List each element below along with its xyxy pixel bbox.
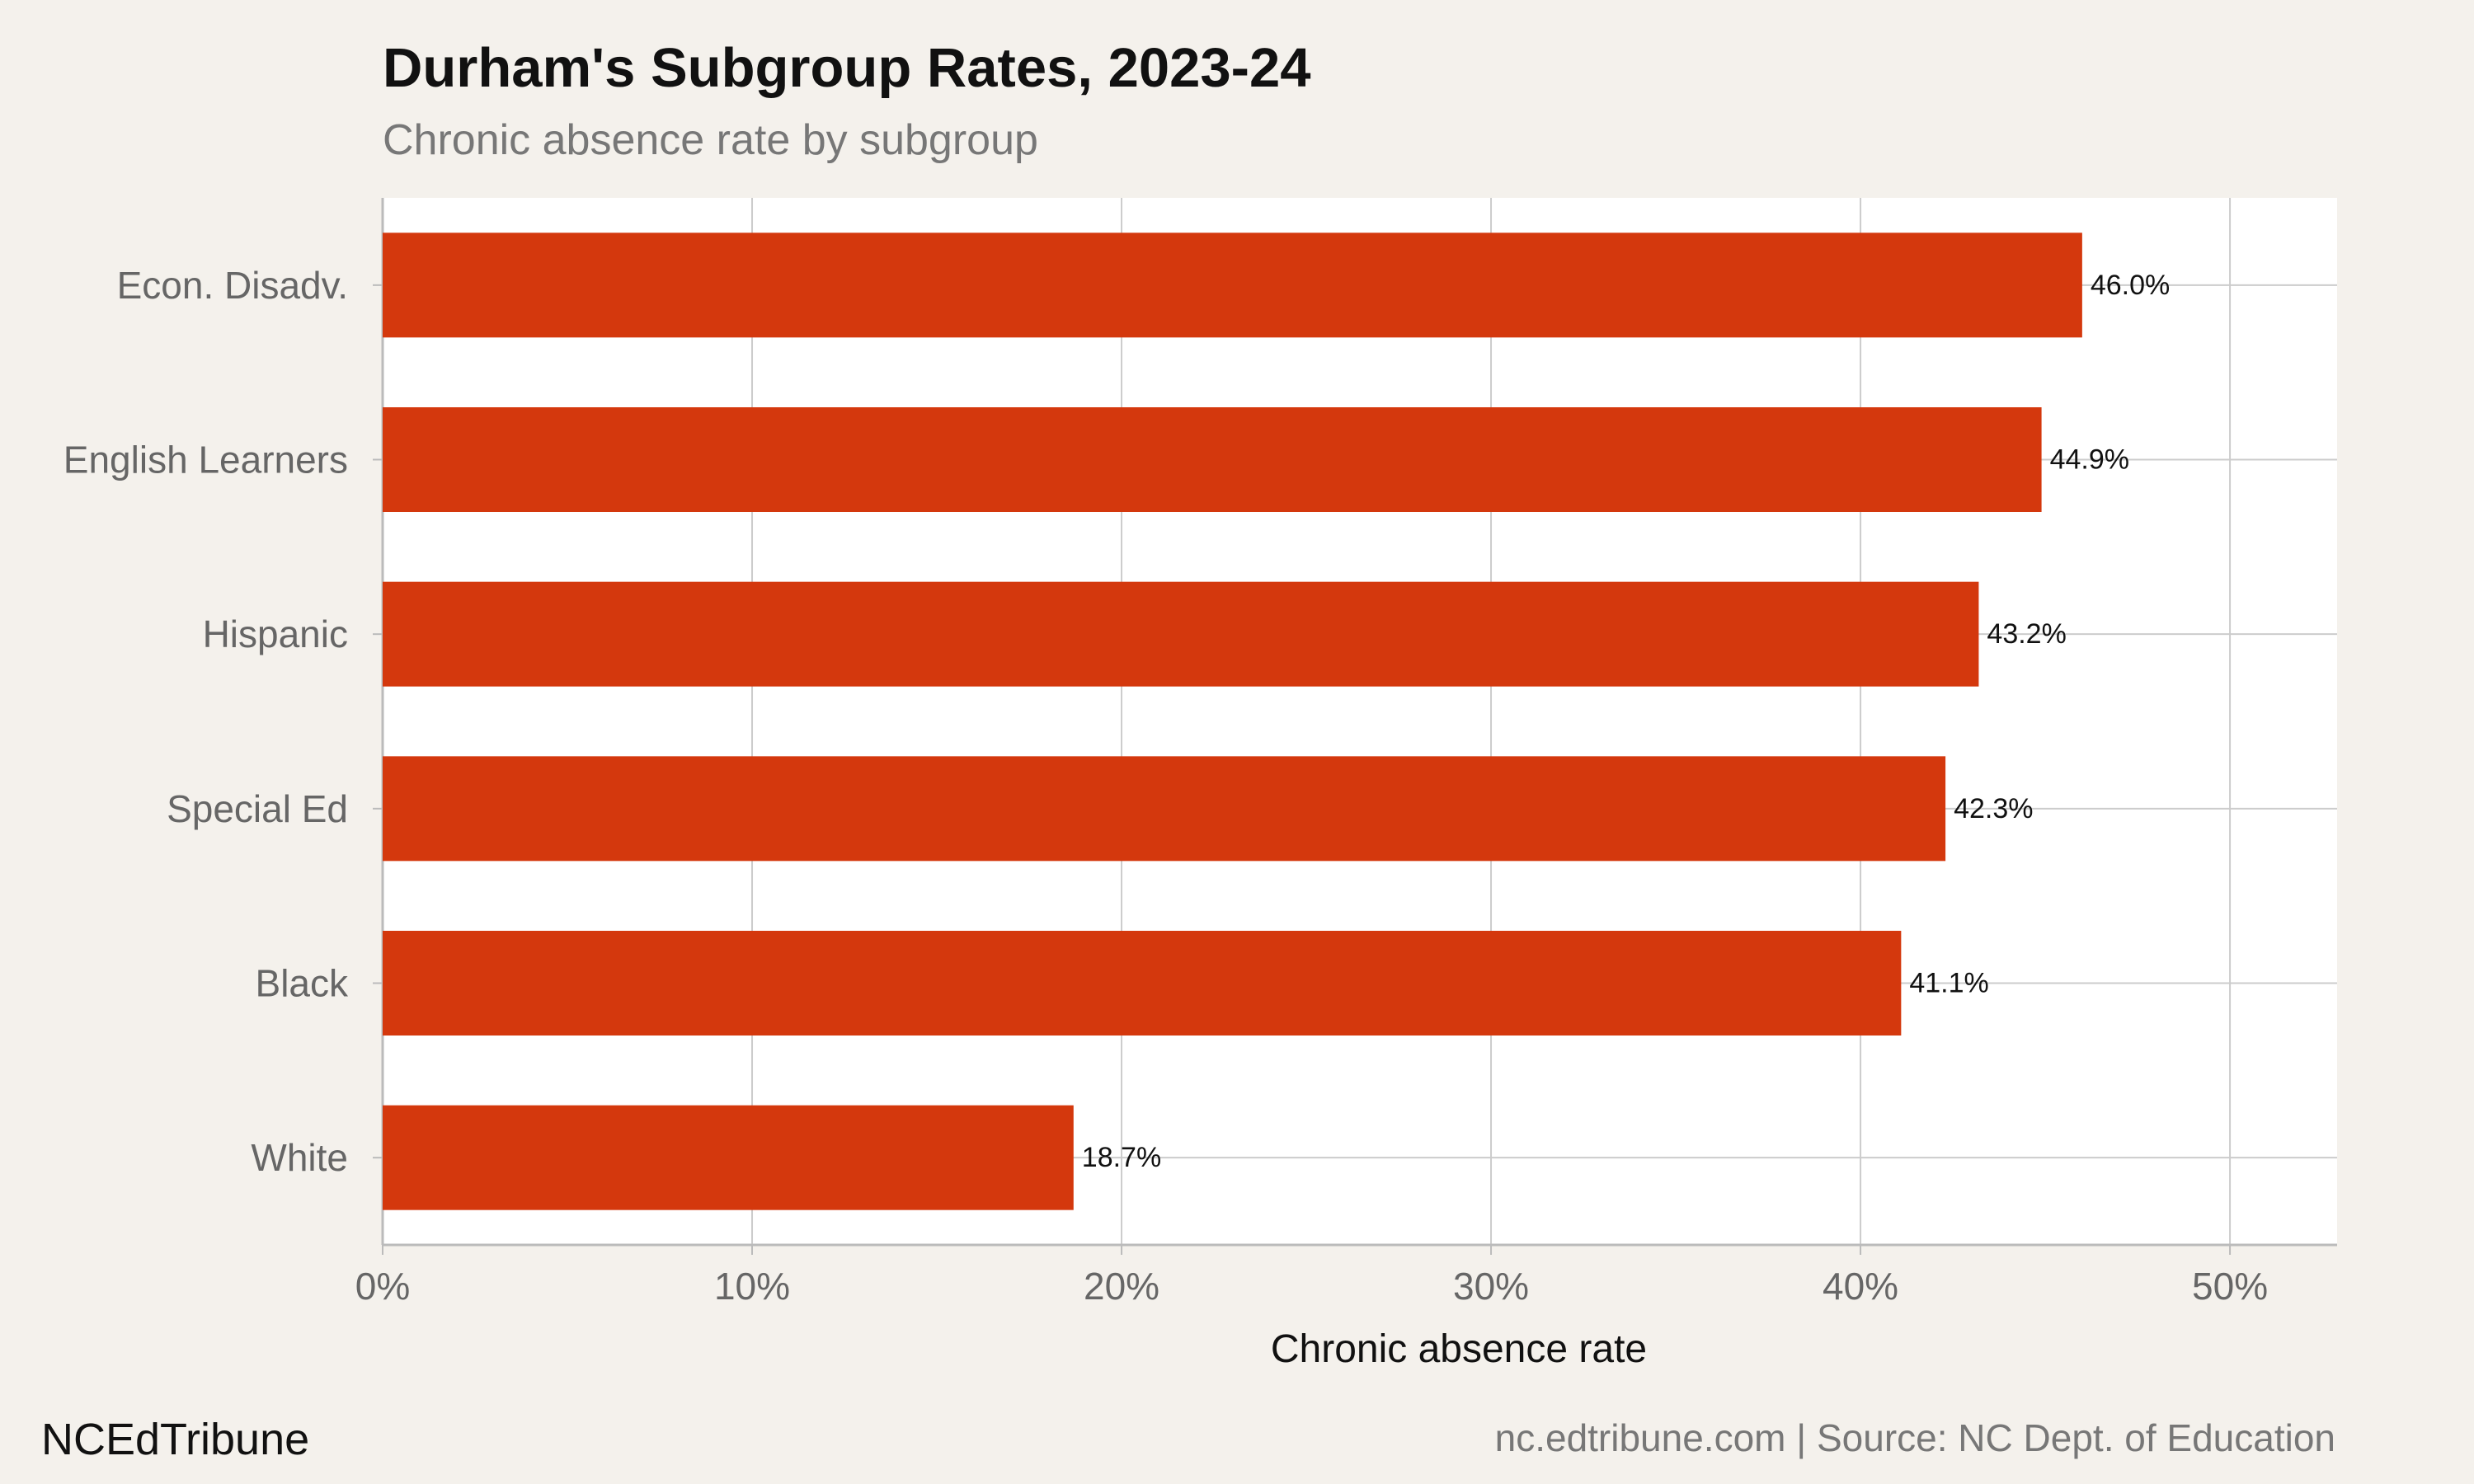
bar	[383, 232, 2082, 338]
chart-subtitle: Chronic absence rate by subgroup	[383, 116, 1038, 164]
x-tick-label: 10%	[714, 1265, 790, 1308]
bar-value-label: 41.1%	[1909, 968, 1988, 999]
chart-title: Durham's Subgroup Rates, 2023-24	[383, 37, 1311, 99]
bar-value-label: 46.0%	[2091, 270, 2170, 301]
bar-value-label: 43.2%	[1987, 618, 2066, 650]
x-tick-label: 50%	[2192, 1265, 2268, 1308]
source-credit: nc.edtribune.com | Source: NC Dept. of E…	[1494, 1416, 2335, 1459]
bar	[383, 581, 1979, 687]
category-label: Black	[256, 962, 349, 1005]
category-label: White	[251, 1136, 348, 1179]
bar-value-label: 44.9%	[2050, 444, 2129, 476]
x-tick-label: 20%	[1084, 1265, 1159, 1308]
bar	[383, 407, 2042, 512]
x-axis-title: Chronic absence rate	[1271, 1327, 1647, 1371]
brand-logo-text: NCEdTribune	[41, 1415, 310, 1464]
category-label: Hispanic	[203, 613, 348, 655]
bar	[383, 931, 1902, 1036]
category-label: Econ. Disadv.	[117, 264, 348, 307]
x-tick-label: 30%	[1453, 1265, 1529, 1308]
category-label: English Learners	[63, 439, 348, 481]
plot-panel	[383, 198, 2337, 1245]
x-tick-label: 0%	[355, 1265, 410, 1308]
bar	[383, 1105, 1074, 1210]
category-label: Special Ed	[167, 787, 348, 830]
bar-value-label: 18.7%	[1082, 1142, 1161, 1173]
bar-value-label: 42.3%	[1954, 793, 2033, 824]
x-tick-label: 40%	[1823, 1265, 1898, 1308]
bar	[383, 756, 1946, 862]
